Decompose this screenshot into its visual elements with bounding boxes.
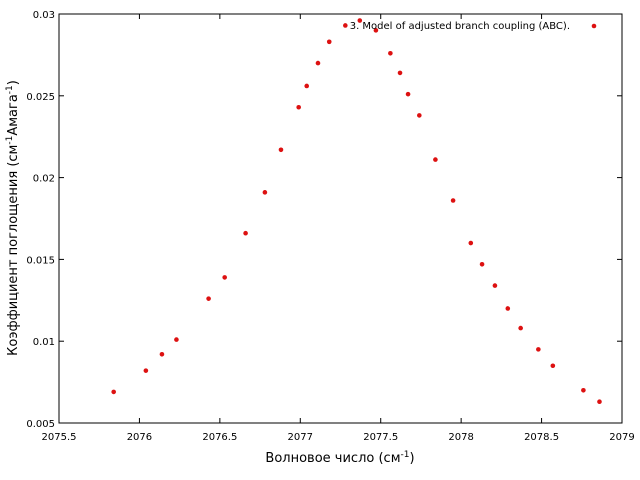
plot-frame [58, 13, 623, 424]
y-tick-label: 0.03 [33, 10, 55, 21]
data-point [222, 275, 227, 280]
data-point [343, 23, 348, 28]
data-point [388, 50, 393, 56]
data-point [174, 337, 179, 342]
data-point [492, 283, 498, 288]
x-tick-label: 2078 [448, 432, 473, 443]
data-point [159, 351, 165, 357]
data-point [581, 387, 586, 393]
data-point [304, 83, 310, 89]
data-point [505, 306, 511, 311]
data-points [111, 18, 602, 405]
data-point [262, 190, 268, 195]
data-point [296, 104, 301, 110]
axis-ticks: 2075.5 2076 2076.5 2077 2077.5 2078 2078.5 2079… [26, 10, 634, 443]
y-axis-label: Коэффициент поглощения (см-1Амага-1) [5, 80, 21, 356]
x-tick-label: 2079 [609, 432, 634, 443]
x-tick-label: 2078.5 [524, 432, 559, 443]
y-tick-label: 0.015 [26, 255, 55, 266]
legend-label: 3. Model of adjusted branch coupling (AB… [350, 21, 570, 32]
x-axis-label: Волновое число (см-1) [265, 450, 414, 466]
data-point [315, 60, 321, 66]
data-point [111, 389, 116, 395]
x-tick-label: 2077 [288, 432, 313, 443]
data-point [143, 368, 149, 373]
data-point [518, 325, 523, 331]
data-point [357, 18, 363, 23]
data-point [278, 147, 284, 153]
data-point [479, 262, 485, 267]
data-point [206, 296, 211, 301]
data-point [468, 240, 474, 246]
data-point [397, 70, 403, 76]
data-point [373, 28, 379, 33]
x-tick-label: 2075.5 [42, 432, 77, 443]
y-tick-label: 0.025 [26, 92, 55, 103]
legend-marker [591, 23, 597, 29]
data-point [405, 91, 411, 97]
data-point [450, 198, 456, 203]
y-tick-label: 0.02 [33, 174, 55, 185]
data-point [326, 39, 332, 45]
data-point [550, 363, 556, 369]
y-tick-label: 0.01 [33, 337, 55, 348]
data-point [536, 347, 541, 352]
x-tick-label: 2076 [127, 432, 152, 443]
x-tick-label: 2076.5 [202, 432, 237, 443]
x-tick-label: 2077.5 [363, 432, 398, 443]
data-point [597, 399, 602, 405]
y-tick-label: 0.005 [26, 419, 55, 430]
data-point [417, 113, 422, 118]
legend: 3. Model of adjusted branch coupling (AB… [350, 21, 597, 32]
data-point [243, 230, 248, 236]
data-point [433, 157, 438, 162]
